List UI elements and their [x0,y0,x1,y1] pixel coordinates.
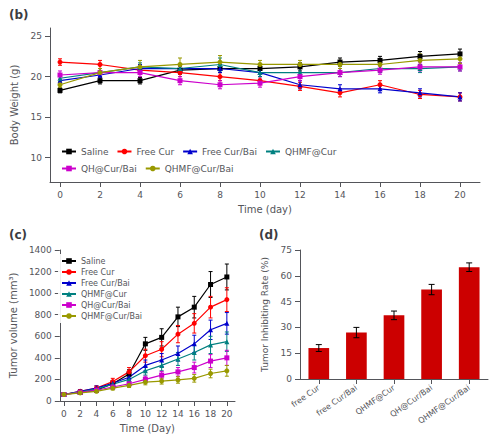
svg-text:16: 16 [374,190,386,200]
svg-text:45: 45 [281,297,292,307]
svg-text:1400: 1400 [29,245,52,255]
svg-text:0: 0 [286,374,292,384]
svg-text:Tumor volume (mm³): Tumor volume (mm³) [8,273,19,380]
svg-text:4: 4 [137,190,143,200]
svg-text:Tumor Inhibiting Rate (%): Tumor Inhibiting Rate (%) [260,257,270,373]
svg-text:6: 6 [177,190,183,200]
svg-text:Free Cur/Bai: Free Cur/Bai [202,147,257,157]
svg-text:QHMF@Cur/Bai: QHMF@Cur/Bai [417,383,472,425]
svg-text:30: 30 [281,322,293,332]
svg-text:Free Cur: Free Cur [136,147,174,157]
svg-text:600: 600 [35,331,52,341]
svg-text:200: 200 [35,374,52,384]
svg-text:Saline: Saline [81,257,105,266]
svg-text:10: 10 [140,409,152,419]
svg-text:1000: 1000 [29,288,52,298]
svg-text:14: 14 [334,190,346,200]
svg-text:Body Weight (g): Body Weight (g) [9,65,20,146]
svg-text:400: 400 [35,353,52,363]
svg-text:25: 25 [31,31,42,41]
svg-text:(b): (b) [9,8,29,22]
svg-text:Free Cur: Free Cur [81,268,115,277]
svg-text:10: 10 [254,190,266,200]
svg-text:QHMF@Cur: QHMF@Cur [285,147,337,157]
svg-text:18: 18 [205,409,217,419]
svg-text:12: 12 [156,409,167,419]
svg-text:800: 800 [35,310,52,320]
svg-text:Free Cur/Bai: Free Cur/Bai [81,279,130,288]
svg-text:16: 16 [189,409,201,419]
svg-text:(d): (d) [259,228,279,242]
svg-text:1200: 1200 [29,267,52,277]
svg-text:18: 18 [414,190,426,200]
svg-text:6: 6 [110,409,116,419]
svg-text:2: 2 [97,190,103,200]
svg-text:75: 75 [281,245,292,255]
svg-text:8: 8 [126,409,132,419]
svg-text:free Cur: free Cur [290,383,322,409]
svg-text:10: 10 [31,153,43,163]
svg-text:Time (Day): Time (Day) [119,423,175,434]
svg-text:0: 0 [46,396,52,406]
svg-text:QH@Cur/Bai: QH@Cur/Bai [388,383,435,420]
svg-text:8: 8 [217,190,223,200]
svg-text:20: 20 [221,409,233,419]
svg-text:20: 20 [454,190,466,200]
svg-text:20: 20 [31,72,43,82]
svg-text:60: 60 [281,271,293,281]
svg-text:QH@Cur/Bai: QH@Cur/Bai [81,301,131,310]
svg-text:12: 12 [294,190,305,200]
svg-text:Time (day): Time (day) [237,204,292,215]
svg-text:QHMF@Cur: QHMF@Cur [353,383,397,417]
svg-text:0: 0 [57,190,63,200]
svg-text:15: 15 [281,348,292,358]
svg-text:QHMF@Cur: QHMF@Cur [81,290,127,299]
svg-text:15: 15 [31,112,42,122]
svg-text:QH@Cur/Bai: QH@Cur/Bai [81,164,137,174]
svg-text:QHMF@Cur/Bai: QHMF@Cur/Bai [165,164,234,174]
svg-text:2: 2 [77,409,83,419]
svg-text:14: 14 [172,409,184,419]
svg-text:QHMF@Cur/Bai: QHMF@Cur/Bai [81,312,142,321]
svg-text:Saline: Saline [81,147,109,157]
svg-text:(c): (c) [9,228,27,242]
svg-text:free Cur/Bai: free Cur/Bai [315,383,359,418]
svg-text:0: 0 [61,409,67,419]
svg-text:4: 4 [94,409,100,419]
